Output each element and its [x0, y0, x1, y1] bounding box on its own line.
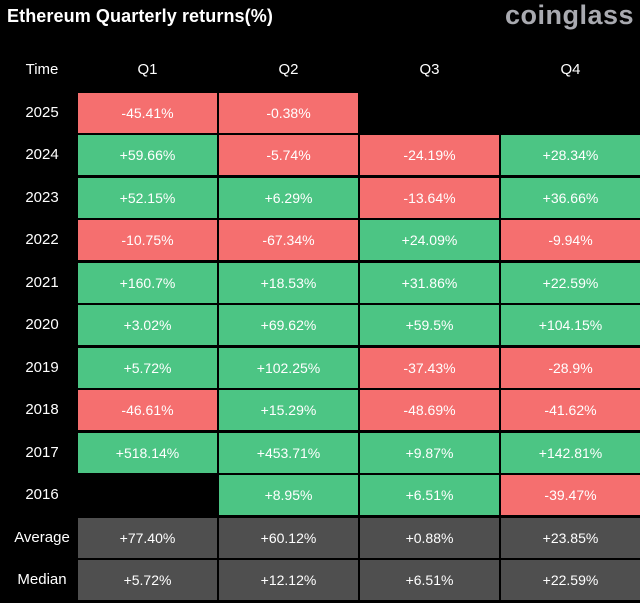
column-header-q1: Q1: [137, 61, 158, 78]
table-row-2023: 2023 +52.15% +6.29% -13.64% +36.66%: [0, 177, 640, 221]
return-cell-q3: +6.51%: [360, 475, 499, 515]
return-cell-q3: +24.09%: [360, 220, 499, 260]
return-cell-q4: -41.62%: [501, 390, 640, 430]
return-cell-q4: +104.15%: [501, 305, 640, 345]
return-cell-q2: +8.95%: [219, 475, 358, 515]
table-row-2020: 2020 +3.02% +69.62% +59.5% +104.15%: [0, 305, 640, 348]
return-cell-q1: -45.41%: [78, 92, 217, 133]
brand-logo: coinglass: [504, 0, 634, 30]
return-cell-q1: +3.02%: [78, 305, 217, 345]
row-label: 2023: [25, 188, 59, 206]
column-header-q4: Q4: [560, 61, 581, 78]
row-label: 2019: [25, 358, 59, 376]
return-cell-q3: -13.64%: [360, 177, 499, 218]
table-row-2016: 2016 +8.95% +6.51% -39.47%: [0, 475, 640, 518]
return-cell-q2: -5.74%: [219, 135, 358, 175]
return-cell-q1: +160.7%: [78, 262, 217, 303]
return-cell-q4: +142.81%: [501, 432, 640, 473]
return-cell-q1: +5.72%: [78, 347, 217, 388]
return-cell-q4: +22.59%: [501, 262, 640, 303]
row-label: 2021: [25, 273, 59, 291]
return-cell-q3: +59.5%: [360, 305, 499, 345]
return-cell-q2: +6.29%: [219, 177, 358, 218]
return-cell-q1: +5.72%: [78, 560, 217, 600]
header: Ethereum Quarterly returns(%) coinglass: [0, 0, 640, 36]
return-cell-q2: +102.25%: [219, 347, 358, 388]
return-cell-q2: +15.29%: [219, 390, 358, 430]
row-label: 2020: [25, 316, 59, 333]
return-cell-q4: -39.47%: [501, 475, 640, 515]
row-label: 2017: [25, 443, 59, 461]
table-row-2021: 2021 +160.7% +18.53% +31.86% +22.59%: [0, 262, 640, 306]
column-header-q3: Q3: [419, 61, 440, 78]
return-cell-q3: -37.43%: [360, 347, 499, 388]
table-row-2025: 2025 -45.41% -0.38%: [0, 92, 640, 136]
empty-cell-q4: [501, 93, 640, 133]
return-cell-q1: -46.61%: [78, 390, 217, 430]
summary-row-average: Average +77.40% +60.12% +0.88% +23.85%: [0, 517, 640, 561]
return-cell-q4: +22.59%: [501, 560, 640, 600]
return-cell-q4: +23.85%: [501, 517, 640, 558]
summary-row-median: Median +5.72% +12.12% +6.51% +22.59%: [0, 560, 640, 603]
row-label: 2024: [25, 146, 59, 163]
return-cell-q3: +0.88%: [360, 517, 499, 558]
return-cell-q4: +28.34%: [501, 135, 640, 175]
row-label: 2025: [25, 103, 59, 121]
row-label: Median: [17, 571, 67, 588]
return-cell-q1: +77.40%: [78, 517, 217, 558]
return-cell-q4: +36.66%: [501, 177, 640, 218]
return-cell-q1: -10.75%: [78, 220, 217, 260]
row-label: 2018: [25, 401, 59, 418]
return-cell-q2: -0.38%: [219, 92, 358, 133]
table-row-2019: 2019 +5.72% +102.25% -37.43% -28.9%: [0, 347, 640, 391]
row-label: 2022: [25, 231, 59, 248]
table-row-2024: 2024 +59.66% -5.74% -24.19% +28.34%: [0, 135, 640, 178]
return-cell-q3: -24.19%: [360, 135, 499, 175]
return-cell-q2: +12.12%: [219, 560, 358, 600]
empty-cell-q1: [78, 475, 217, 515]
return-cell-q2: -67.34%: [219, 220, 358, 260]
table-row-2017: 2017 +518.14% +453.71% +9.87% +142.81%: [0, 432, 640, 476]
return-cell-q2: +453.71%: [219, 432, 358, 473]
return-cell-q1: +59.66%: [78, 135, 217, 175]
table-header-row: Time Q1 Q2 Q3 Q4: [0, 50, 640, 93]
row-label: Average: [14, 528, 70, 546]
table-row-2018: 2018 -46.61% +15.29% -48.69% -41.62%: [0, 390, 640, 433]
return-cell-q2: +60.12%: [219, 517, 358, 558]
column-header-q2: Q2: [278, 61, 299, 78]
table-row-2022: 2022 -10.75% -67.34% +24.09% -9.94%: [0, 220, 640, 263]
column-header-time: Time: [25, 61, 59, 78]
empty-cell-q3: [360, 93, 499, 133]
return-cell-q2: +69.62%: [219, 305, 358, 345]
return-cell-q1: +52.15%: [78, 177, 217, 218]
return-cell-q4: -28.9%: [501, 347, 640, 388]
row-label: 2016: [25, 486, 59, 503]
return-cell-q4: -9.94%: [501, 220, 640, 260]
return-cell-q1: +518.14%: [78, 432, 217, 473]
return-cell-q3: +31.86%: [360, 262, 499, 303]
return-cell-q3: +9.87%: [360, 432, 499, 473]
return-cell-q3: +6.51%: [360, 560, 499, 600]
chart-title: Ethereum Quarterly returns(%): [7, 6, 273, 26]
return-cell-q2: +18.53%: [219, 262, 358, 303]
return-cell-q3: -48.69%: [360, 390, 499, 430]
